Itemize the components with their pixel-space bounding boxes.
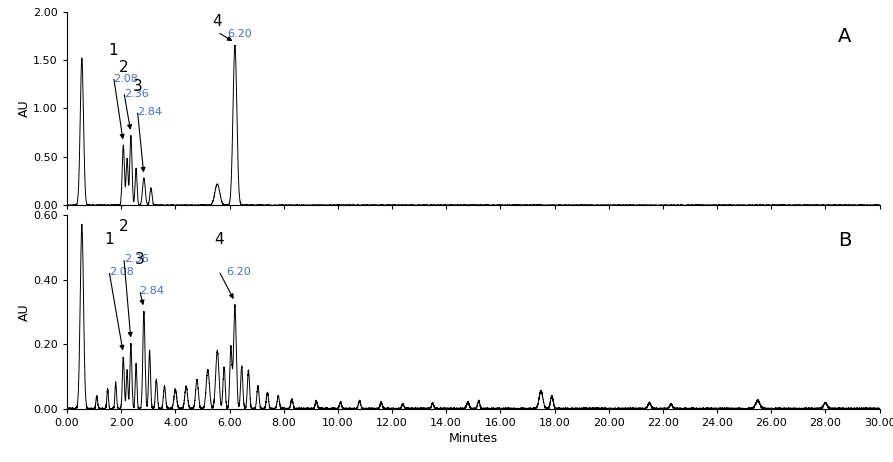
Text: 2.84: 2.84 bbox=[138, 108, 163, 117]
Y-axis label: AU: AU bbox=[18, 100, 30, 117]
Text: 2: 2 bbox=[119, 60, 129, 74]
X-axis label: Minutes: Minutes bbox=[448, 432, 498, 445]
Text: A: A bbox=[838, 27, 851, 46]
Text: 2.84: 2.84 bbox=[139, 286, 164, 296]
Text: 2.36: 2.36 bbox=[124, 89, 148, 99]
Text: 1: 1 bbox=[104, 232, 113, 247]
Text: 2.08: 2.08 bbox=[113, 73, 138, 84]
Text: B: B bbox=[838, 231, 851, 249]
Text: 3: 3 bbox=[132, 79, 142, 94]
Text: 6.20: 6.20 bbox=[227, 29, 252, 39]
Text: 3: 3 bbox=[135, 252, 145, 267]
Text: 2.08: 2.08 bbox=[109, 267, 134, 277]
Text: 2: 2 bbox=[119, 219, 129, 234]
Text: 1: 1 bbox=[109, 43, 119, 58]
Text: 6.20: 6.20 bbox=[226, 267, 251, 277]
Text: 4: 4 bbox=[213, 14, 222, 29]
Text: 4: 4 bbox=[213, 232, 223, 247]
Text: 2.36: 2.36 bbox=[124, 254, 148, 264]
Y-axis label: AU: AU bbox=[18, 303, 30, 321]
